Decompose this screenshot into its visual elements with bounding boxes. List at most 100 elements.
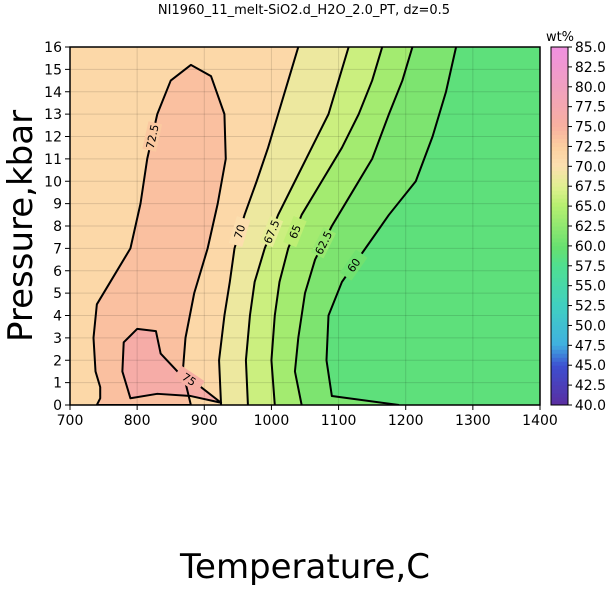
y-tick-label: 10 [44,174,62,190]
colorbar-swatch [551,305,568,311]
colorbar-swatch [551,78,568,84]
colorbar-swatch [551,130,568,136]
colorbar-swatch [551,361,568,366]
colorbar-swatch [551,150,568,155]
colorbar-swatch [551,142,568,147]
colorbar-tick-label: 77.5 [575,100,606,116]
colorbar-tick-label: 55.0 [575,279,606,295]
colorbar-swatch [551,134,568,139]
colorbar-swatch [551,337,568,342]
x-tick-label: 800 [124,413,151,429]
y-tick-label: 2 [53,353,62,369]
colorbar-swatch [551,277,568,283]
colorbar-tick-label: 45.0 [575,358,606,374]
colorbar-swatch [551,66,568,72]
x-tick-label: 1300 [455,413,491,429]
contour-label-text: 65 [287,223,304,241]
contour-label-bg [310,227,336,259]
x-tick-label: 700 [57,413,84,429]
contour-label-bg [228,216,251,248]
y-tick-label: 4 [53,309,62,325]
contour-label: 75 [173,365,205,393]
colorbar-swatch [551,309,568,315]
colorbar-tick-label: 75.0 [575,120,606,136]
colorbar-swatch [551,397,568,402]
colorbar-swatch [551,369,568,374]
colorbar-tick-label: 70.0 [575,159,606,175]
colorbar-swatch [551,293,568,299]
colorbar-swatch [551,58,568,64]
colorbar-swatch [551,70,568,76]
colorbar-swatch [551,381,568,386]
colorbar-swatch [551,90,568,96]
contour-line [92,63,227,405]
colorbar-swatch [551,47,568,52]
contour-line [218,47,300,405]
colorbar-swatch [551,206,568,211]
colorbar-swatch [551,94,568,100]
colorbar-swatch [551,245,568,251]
colorbar-swatch [551,325,568,330]
colorbar-swatch [551,126,568,132]
colorbar-swatch [551,265,568,271]
y-tick-label: 7 [53,241,62,257]
colorbar-swatch [551,345,568,350]
contour-line [121,327,223,404]
colorbar-swatch [551,321,568,326]
colorbar-swatch [551,237,568,243]
colorbar-swatch [551,297,568,303]
colorbar-swatch [551,102,568,108]
y-tick-label: 1 [53,376,62,392]
colorbar-swatch [551,210,568,215]
colorbar-swatch [551,86,568,92]
y-tick-label: 8 [53,219,62,235]
colorbar-swatch [551,373,568,378]
colorbar-swatch [551,249,568,255]
colorbar-swatch [551,349,568,354]
colorbar-swatch [551,357,568,362]
colorbar-swatch [551,385,568,390]
colorbar-swatch [551,194,568,199]
colorbar-tick-label: 62.5 [575,219,606,235]
colorbar-tick-label: 50.0 [575,318,606,334]
colorbar-tick-label: 40.0 [575,398,606,414]
y-tick-label: 12 [44,130,62,146]
chart-title: NI1960_11_melt-SiO2.d_H2O_2.0_PT, dz=0.5 [158,3,450,18]
colorbar-swatch [551,190,568,195]
colorbar-swatch [551,301,568,307]
colorbar-swatch [551,226,568,231]
y-tick-label: 6 [53,264,62,280]
colorbar-swatch [551,317,568,322]
colorbar-swatch [551,341,568,346]
y-tick-label: 14 [44,85,62,101]
x-tick-label: 1400 [522,413,558,429]
contour-label-bg [142,121,163,152]
y-tick-label: 16 [44,40,62,56]
colorbar-swatch [551,50,568,56]
colorbar-swatch [551,198,568,203]
colorbar-swatch [551,329,568,334]
colorbar-swatch [551,273,568,279]
colorbar-swatch [551,229,568,235]
colorbar-swatch [551,106,568,112]
contour-fill [93,64,226,405]
y-tick-label: 9 [53,197,62,213]
colorbar-swatch [551,261,568,267]
colorbar-swatch [551,214,568,219]
colorbar-swatch [551,313,568,318]
colorbar-swatch [551,241,568,247]
contour-label-text: 72.5 [144,123,162,150]
colorbar-swatch [551,146,568,151]
colorbar-swatch [551,174,568,179]
y-tick-label: 0 [53,398,62,414]
colorbar-swatch [551,222,568,227]
colorbar-tick-label: 80.0 [575,80,606,96]
colorbar-tick-label: 52.5 [575,299,606,315]
colorbar-swatch [551,257,568,263]
colorbar-tick-label: 57.5 [575,259,606,275]
colorbar-swatch [551,62,568,68]
colorbar-swatch [551,54,568,60]
colorbar-swatch [551,182,568,187]
colorbar-swatch [551,285,568,291]
contour-label-text: 75 [179,370,198,389]
